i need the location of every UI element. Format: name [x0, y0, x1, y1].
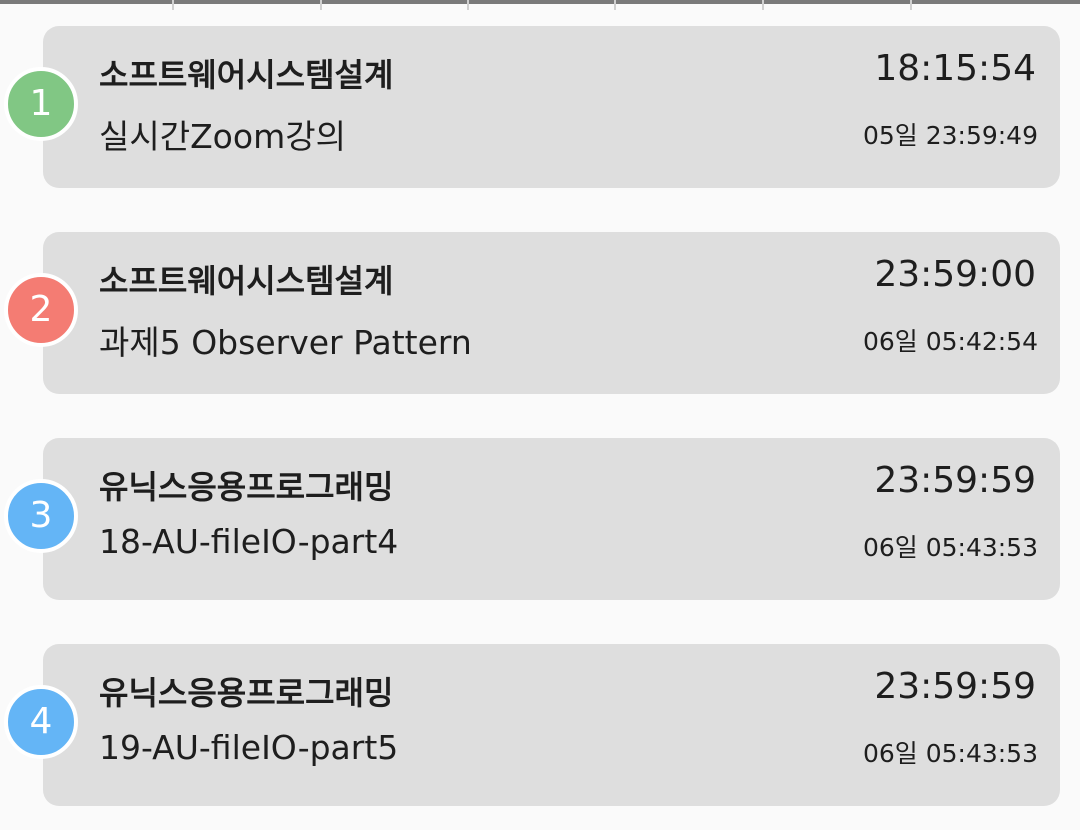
top-divider-tick: [614, 0, 616, 10]
task-name: 과제5 Observer Pattern: [99, 323, 472, 362]
due-time: 06일 05:43:53: [862, 533, 1038, 562]
top-divider-tick: [467, 0, 469, 10]
time-remaining: 23:59:00: [874, 254, 1036, 295]
time-remaining: 23:59:59: [874, 460, 1036, 501]
list-item[interactable]: 소프트웨어시스템설계 과제5 Observer Pattern 23:59:00…: [43, 232, 1060, 394]
task-name: 19-AU-fileIO-part5: [99, 728, 399, 767]
course-name: 유닉스응용프로그래밍: [99, 674, 394, 712]
top-divider-tick: [762, 0, 764, 10]
due-time: 06일 05:42:54: [862, 327, 1038, 356]
index-badge: 2: [4, 273, 78, 347]
course-name: 소프트웨어시스템설계: [99, 56, 394, 94]
time-remaining: 23:59:59: [874, 666, 1036, 707]
task-name: 18-AU-fileIO-part4: [99, 522, 399, 561]
task-name: 실시간Zoom강의: [99, 117, 346, 156]
index-badge: 1: [4, 67, 78, 141]
list-item[interactable]: 유닉스응용프로그래밍 18-AU-fileIO-part4 23:59:59 0…: [43, 438, 1060, 600]
top-divider-tick: [910, 0, 912, 10]
course-name: 유닉스응용프로그래밍: [99, 468, 394, 506]
course-name: 소프트웨어시스템설계: [99, 262, 394, 300]
index-badge: 4: [4, 685, 78, 759]
top-divider-tick: [172, 0, 174, 10]
time-remaining: 18:15:54: [874, 48, 1036, 89]
due-time: 06일 05:43:53: [862, 739, 1038, 768]
index-badge: 3: [4, 479, 78, 553]
list-item[interactable]: 소프트웨어시스템설계 실시간Zoom강의 18:15:54 05일 23:59:…: [43, 26, 1060, 188]
list-item[interactable]: 유닉스응용프로그래밍 19-AU-fileIO-part5 23:59:59 0…: [43, 644, 1060, 806]
top-divider: [0, 0, 1080, 4]
top-divider-tick: [320, 0, 322, 10]
due-time: 05일 23:59:49: [862, 121, 1038, 150]
